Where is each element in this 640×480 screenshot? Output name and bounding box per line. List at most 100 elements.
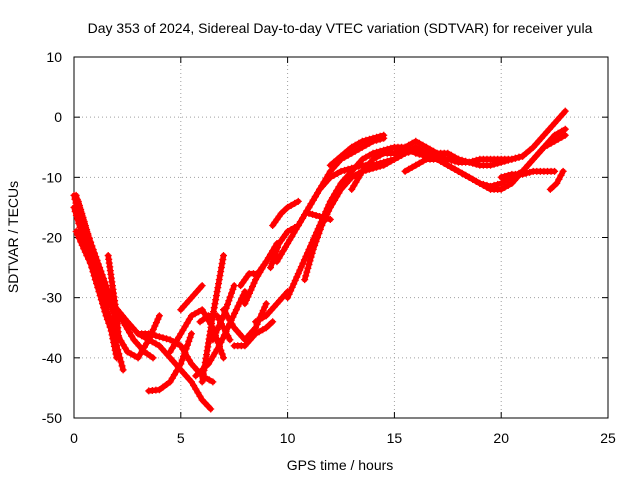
- data-point-marker: [192, 385, 200, 393]
- data-point-marker: [78, 209, 86, 217]
- data-point-marker: [255, 328, 263, 336]
- x-tick-label: 25: [600, 430, 616, 446]
- data-point-marker: [305, 261, 313, 269]
- data-point-marker: [555, 175, 563, 183]
- data-point-marker: [90, 266, 98, 274]
- data-point-marker: [252, 330, 260, 338]
- data-point-marker: [281, 243, 289, 251]
- data-point-marker: [226, 293, 234, 301]
- data-point-marker: [219, 335, 227, 343]
- y-tick-label: -30: [42, 290, 62, 306]
- data-point-marker: [168, 344, 176, 352]
- data-point-marker: [561, 131, 569, 139]
- data-point-marker: [557, 171, 565, 179]
- data-point-marker: [546, 185, 554, 193]
- data-point-marker: [109, 335, 117, 343]
- data-point-marker: [312, 238, 320, 246]
- data-point-marker: [326, 161, 334, 169]
- data-point-marker: [250, 279, 258, 287]
- data-point-marker: [299, 214, 307, 222]
- data-point-marker: [408, 139, 416, 147]
- data-point-marker: [183, 341, 191, 349]
- data-point-marker: [519, 152, 527, 160]
- data-point-marker: [77, 205, 85, 213]
- data-point-marker: [159, 383, 167, 391]
- data-point-marker: [215, 276, 223, 284]
- data-point-marker: [335, 189, 343, 197]
- data-point-marker: [259, 314, 267, 322]
- data-point-marker: [181, 323, 189, 331]
- data-point-marker: [373, 133, 381, 141]
- data-point-marker: [259, 307, 267, 315]
- data-point-marker: [262, 324, 270, 332]
- data-point-marker: [268, 260, 276, 268]
- data-point-marker: [369, 155, 377, 163]
- data-point-marker: [119, 341, 127, 349]
- data-point-marker: [112, 350, 120, 358]
- data-point-marker: [405, 141, 413, 149]
- series-satellite-arc-30: [497, 167, 559, 181]
- data-point-marker: [173, 337, 181, 345]
- data-point-marker: [185, 315, 193, 323]
- data-point-marker: [398, 145, 406, 153]
- axis-ticks: [73, 56, 609, 419]
- data-point-marker: [341, 149, 349, 157]
- data-point-marker: [149, 354, 157, 362]
- data-point-marker: [224, 332, 232, 340]
- data-point-marker: [148, 338, 156, 346]
- data-point-marker: [185, 337, 193, 345]
- data-point-marker: [83, 252, 91, 260]
- data-point-marker: [170, 341, 178, 349]
- data-point-marker: [508, 155, 516, 163]
- data-point-marker: [401, 143, 409, 151]
- data-point-marker: [198, 282, 206, 290]
- data-point-marker: [175, 333, 183, 341]
- data-point-marker: [380, 131, 388, 139]
- data-point-marker: [108, 331, 116, 339]
- x-tick-label: 0: [70, 430, 78, 446]
- data-point-marker: [209, 378, 217, 386]
- data-point-marker: [358, 137, 366, 145]
- data-point-marker: [220, 354, 228, 362]
- data-point-marker: [105, 316, 113, 324]
- data-point-marker: [290, 280, 298, 288]
- data-point-marker: [376, 132, 384, 140]
- data-point-marker: [344, 146, 352, 154]
- data-point-marker: [207, 405, 215, 413]
- data-point-marker: [419, 147, 427, 155]
- y-tick-label: -10: [42, 169, 62, 185]
- data-point-marker: [551, 167, 559, 175]
- data-point-marker: [483, 183, 491, 191]
- data-point-marker: [183, 353, 191, 361]
- data-point-marker: [284, 203, 292, 211]
- data-point-marker: [319, 213, 327, 221]
- data-point-marker: [333, 155, 341, 163]
- data-point-marker: [179, 345, 187, 353]
- data-point-marker: [291, 199, 299, 207]
- data-point-marker: [245, 289, 253, 297]
- data-point-marker: [215, 316, 223, 324]
- data-point-marker: [85, 234, 93, 241]
- data-point-marker: [115, 336, 123, 344]
- data-point-marker: [111, 346, 119, 354]
- data-point-marker: [217, 338, 225, 346]
- data-point-marker: [255, 316, 263, 324]
- data-point-marker: [217, 320, 225, 328]
- data-point-marker: [252, 276, 260, 284]
- data-point-marker: [376, 151, 384, 159]
- data-point-marker: [210, 304, 218, 312]
- data-point-marker: [166, 336, 174, 344]
- data-point-marker: [90, 253, 98, 261]
- data-point-marker: [287, 201, 295, 209]
- data-point-marker: [212, 292, 220, 300]
- data-point-marker: [103, 308, 111, 316]
- data-point-marker: [273, 258, 281, 266]
- data-point-marker: [75, 234, 83, 242]
- data-point-marker: [294, 221, 302, 229]
- data-point-marker: [394, 153, 402, 161]
- data-point-marker: [290, 229, 298, 237]
- data-point-marker: [511, 154, 519, 162]
- data-point-marker: [401, 167, 409, 175]
- data-point-marker: [405, 165, 413, 173]
- y-tick-label: -20: [42, 230, 62, 246]
